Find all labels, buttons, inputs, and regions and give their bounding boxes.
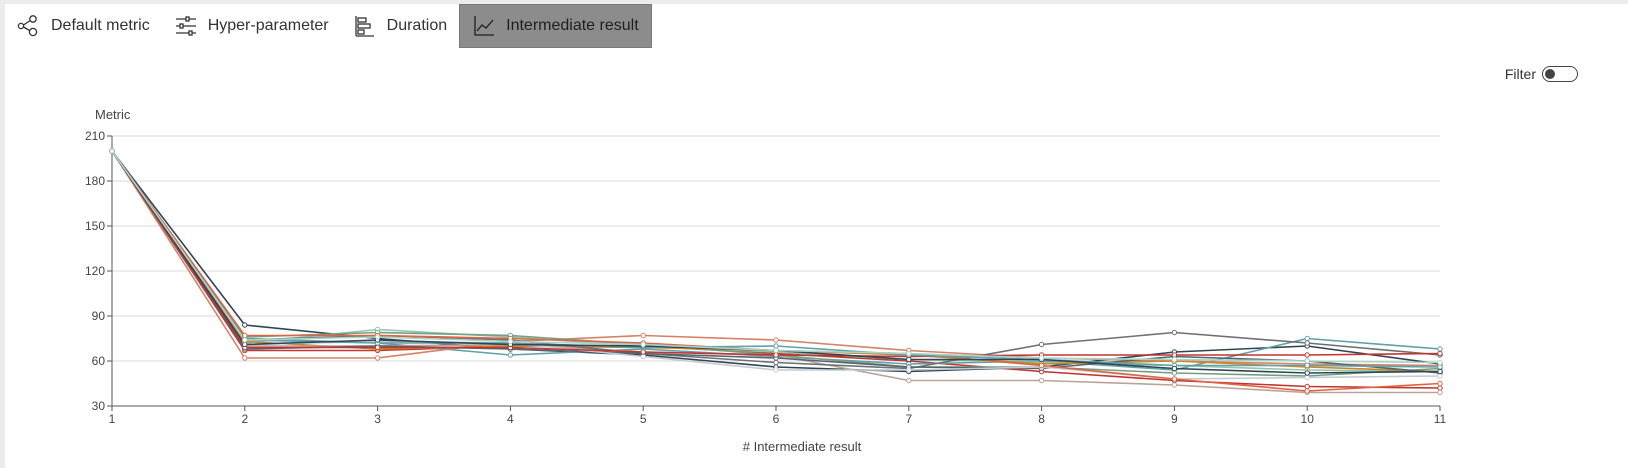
data-point[interactable] [1038, 362, 1045, 369]
data-point[interactable] [374, 334, 381, 340]
data-point[interactable] [1038, 341, 1045, 348]
x-tick-label: 1 [109, 412, 116, 426]
data-point[interactable] [242, 341, 248, 348]
tab-default-metric[interactable]: Default metric [5, 5, 162, 47]
data-point[interactable] [507, 338, 514, 345]
tab-label: Intermediate result [506, 17, 639, 34]
axes: 30 60 90 120 150 180 210 1 2 3 4 5 6 7 8 9 10 11 [85, 129, 1447, 426]
data-point[interactable] [1304, 370, 1310, 376]
y-tick-label: 120 [85, 264, 105, 278]
y-axis-title: Metric [95, 107, 131, 122]
data-point[interactable] [1171, 376, 1178, 382]
x-tick-label: 10 [1301, 412, 1315, 426]
data-point[interactable] [1171, 356, 1178, 363]
tab-label: Default metric [51, 17, 150, 34]
filter-label: Filter [1504, 66, 1536, 82]
intermediate-result-chart: Metric # Intermediate result 30609012015… [85, 107, 1447, 454]
nodes-icon [17, 14, 41, 38]
data-point[interactable] [109, 148, 115, 154]
data-point[interactable] [1304, 335, 1310, 342]
data-point[interactable] [1437, 346, 1443, 352]
series-points [109, 148, 1443, 396]
data-point[interactable] [1437, 359, 1443, 366]
tab-label: Duration [386, 17, 448, 34]
tab-duration[interactable]: Duration [341, 5, 459, 47]
y-tick-label: 210 [85, 129, 105, 143]
grid [112, 135, 1440, 362]
y-tick-label: 90 [92, 309, 106, 323]
data-point[interactable] [507, 352, 514, 358]
data-point[interactable] [1437, 364, 1443, 370]
bar-list-icon [353, 14, 377, 38]
data-point[interactable] [773, 343, 779, 349]
tab-bar: Default metric Hyper-parameter Duration [5, 4, 652, 48]
tab-label: Hyper-parameter [207, 17, 329, 34]
x-tick-label: 7 [905, 412, 912, 426]
data-point[interactable] [1304, 374, 1310, 381]
data-point[interactable] [1437, 389, 1443, 396]
data-point[interactable] [1171, 352, 1178, 358]
x-tick-label: 8 [1038, 412, 1045, 426]
data-point[interactable] [1304, 383, 1310, 390]
toggle-knob [1545, 69, 1555, 79]
data-point[interactable] [1437, 373, 1443, 379]
data-point[interactable] [906, 350, 912, 357]
data-point[interactable] [1437, 350, 1443, 357]
data-point[interactable] [640, 332, 646, 339]
sliders-icon [174, 14, 198, 38]
data-point[interactable] [374, 355, 381, 361]
data-point[interactable] [773, 359, 779, 366]
data-point[interactable] [906, 377, 912, 384]
data-point[interactable] [1038, 355, 1045, 361]
data-point[interactable] [1304, 358, 1310, 364]
y-tick-label: 30 [92, 399, 106, 413]
x-tick-label: 4 [507, 412, 514, 426]
series-line[interactable] [111, 150, 1441, 364]
data-point[interactable] [242, 355, 248, 361]
x-tick-label: 5 [640, 412, 647, 426]
data-point[interactable] [1304, 362, 1310, 369]
data-point[interactable] [1171, 370, 1178, 376]
series-line[interactable] [111, 150, 1441, 367]
x-tick-label: 2 [241, 412, 248, 426]
data-point[interactable] [242, 332, 248, 339]
y-tick-label: 60 [92, 354, 106, 368]
x-tick-label: 6 [773, 412, 780, 426]
x-tick-label: 3 [374, 412, 381, 426]
data-point[interactable] [640, 349, 646, 355]
x-axis-title: # Intermediate result [743, 439, 862, 454]
data-point[interactable] [773, 337, 779, 343]
filter-control: Filter [1505, 66, 1578, 82]
filter-toggle[interactable] [1542, 66, 1578, 82]
data-point[interactable] [242, 322, 248, 328]
data-point[interactable] [906, 367, 912, 373]
data-point[interactable] [242, 337, 248, 343]
x-tick-label: 11 [1434, 412, 1447, 426]
y-tick-label: 150 [85, 219, 105, 233]
page: Default metric Hyper-parameter Duration [5, 4, 1628, 468]
data-point[interactable] [1038, 377, 1045, 384]
data-point[interactable] [773, 352, 779, 358]
x-tick-label: 9 [1171, 412, 1178, 426]
data-point[interactable] [1437, 380, 1443, 387]
data-point[interactable] [1304, 352, 1310, 358]
data-point[interactable] [640, 353, 646, 360]
data-point[interactable] [773, 367, 779, 373]
data-point[interactable] [1437, 368, 1443, 375]
data-point[interactable] [1304, 340, 1310, 346]
data-point[interactable] [906, 356, 912, 363]
line-chart-icon [472, 14, 496, 38]
series-line[interactable] [111, 150, 1441, 358]
data-point[interactable] [1171, 329, 1178, 336]
data-point[interactable] [374, 344, 381, 351]
tab-intermediate-result[interactable]: Intermediate result [459, 4, 652, 48]
y-tick-label: 180 [85, 174, 105, 188]
data-point[interactable] [1171, 365, 1178, 372]
data-point[interactable] [1437, 385, 1443, 391]
data-point[interactable] [1171, 382, 1178, 388]
data-point[interactable] [773, 347, 779, 354]
tab-hyper-parameter[interactable]: Hyper-parameter [162, 5, 341, 47]
data-point[interactable] [1304, 388, 1310, 394]
data-point[interactable] [640, 341, 646, 348]
